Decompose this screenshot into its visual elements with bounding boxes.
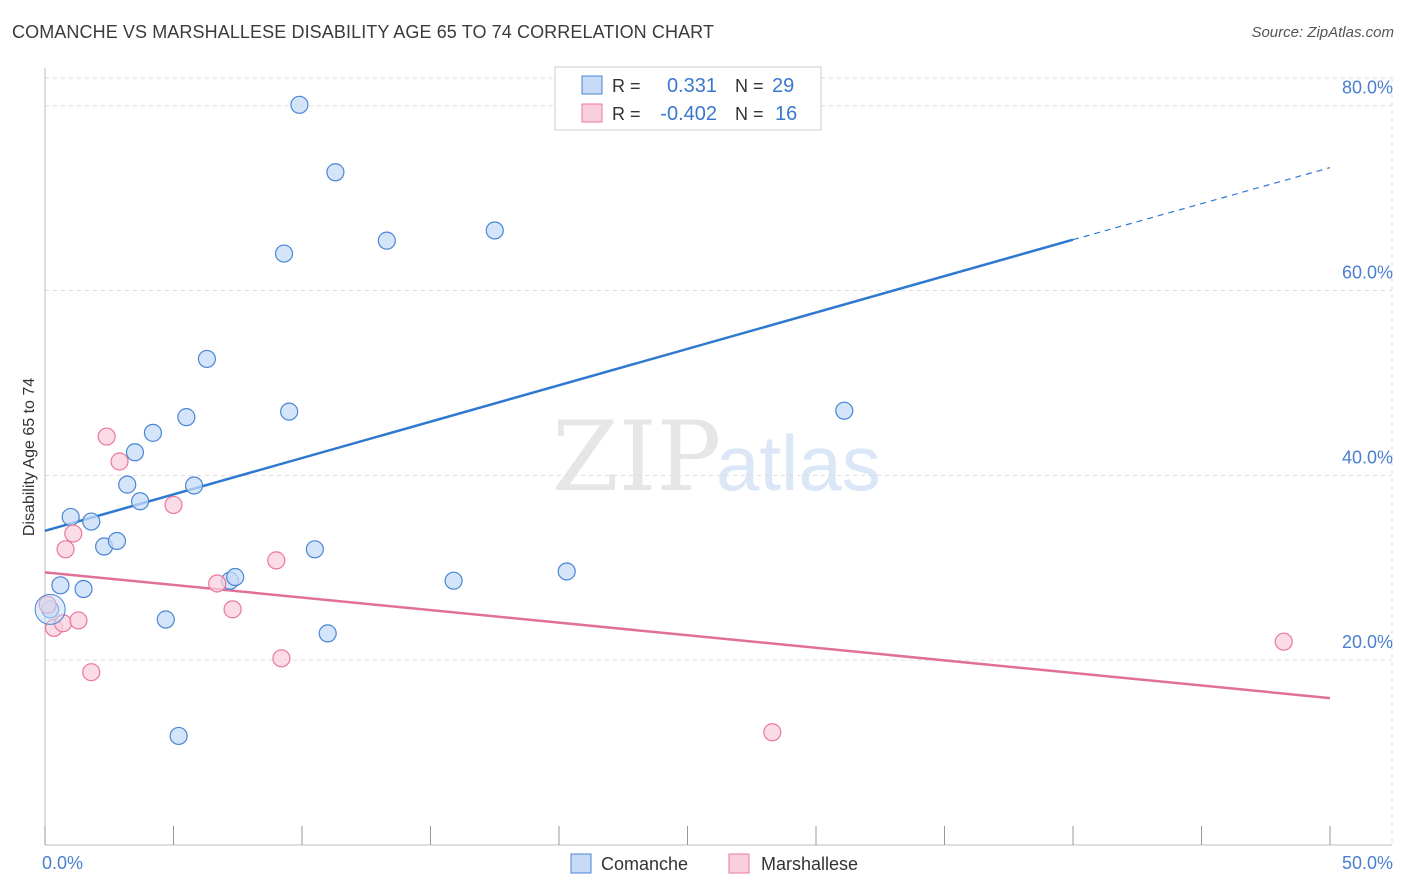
x-tick-label: 50.0% [1342, 853, 1393, 873]
bottom-legend-swatch-marshallese [728, 853, 750, 874]
comanche-point [177, 408, 196, 427]
data-points [34, 95, 1293, 746]
legend-r-label-2: R = [612, 104, 641, 124]
comanche-point [557, 562, 576, 581]
comanche-point [143, 423, 163, 442]
trend-lines [44, 167, 1331, 700]
comanche-cluster-point [34, 593, 66, 625]
y-tick-label: 20.0% [1342, 632, 1393, 652]
marshallese-point [1274, 632, 1293, 651]
comanche-point [326, 163, 345, 182]
comanche-point [130, 492, 150, 511]
comanche-point [107, 531, 127, 551]
watermark-atlas: atlas [716, 419, 881, 507]
y-tick-label: 60.0% [1342, 263, 1393, 283]
legend-n-label-2: N = [735, 104, 764, 124]
marshallese-point [64, 524, 83, 543]
y-axis-label: Disability Age 65 to 74 [21, 378, 38, 536]
legend: R = 0.331 N = 29 R = -0.402 N = 16 [554, 66, 822, 131]
marshallese-point [110, 452, 129, 471]
bottom-legend: Comanche Marshallese [570, 853, 858, 874]
bottom-legend-label-marshallese: Marshallese [761, 854, 858, 874]
marshallese-point [267, 551, 286, 570]
comanche-point [444, 571, 463, 590]
marshallese-point [56, 540, 75, 559]
y-tick-label: 40.0% [1342, 447, 1393, 467]
comanche-point [74, 579, 93, 599]
comanche-point [82, 512, 101, 531]
comanche-trend-line [44, 238, 1074, 533]
legend-r-value-2: -0.402 [660, 103, 717, 125]
legend-r-label-1: R = [612, 76, 641, 96]
axes [44, 68, 1392, 846]
comanche-point [305, 540, 324, 559]
comanche-point [280, 402, 299, 421]
comanche-point [118, 475, 137, 494]
legend-swatch-comanche [581, 75, 603, 95]
legend-n-label-1: N = [735, 76, 764, 96]
marshallese-point [97, 427, 116, 446]
comanche-point [318, 624, 337, 643]
watermark-zip: ZIP [552, 401, 721, 513]
comanche-point [197, 349, 217, 369]
comanche-trend-extension [1072, 167, 1331, 241]
marshallese-point [272, 649, 291, 668]
comanche-point [61, 507, 80, 527]
legend-n-value-1: 29 [772, 75, 794, 97]
comanche-point [125, 443, 145, 462]
marshallese-trend-line [44, 571, 1331, 700]
comanche-point [184, 476, 204, 495]
comanche-point [156, 610, 175, 629]
x-tick-label: 0.0% [42, 853, 83, 873]
marshallese-point [208, 574, 227, 593]
marshallese-point [82, 663, 101, 682]
comanche-point [377, 231, 396, 250]
chart-title: COMANCHE VS MARSHALLESE DISABILITY AGE 6… [12, 22, 715, 42]
marshallese-point [223, 600, 242, 619]
marshallese-point [164, 495, 183, 515]
comanche-point [169, 726, 188, 746]
legend-n-value-2: 16 [775, 103, 797, 125]
comanche-point [51, 576, 70, 595]
source-label: Source: ZipAtlas.com [1251, 24, 1394, 41]
comanche-point [274, 244, 294, 263]
comanche-point [835, 401, 854, 420]
comanche-point [290, 95, 309, 114]
y-tick-label: 80.0% [1342, 78, 1393, 98]
tick-labels: 20.0% 40.0% 60.0% 80.0% 0.0% 50.0% [42, 78, 1393, 873]
legend-swatch-marshallese [581, 103, 603, 123]
comanche-point [485, 221, 504, 240]
bottom-legend-swatch-comanche [570, 853, 592, 874]
legend-r-value-1: 0.331 [667, 75, 717, 97]
comanche-point [226, 567, 245, 587]
marshallese-point [763, 723, 782, 742]
marshallese-point [69, 611, 88, 630]
bottom-legend-label-comanche: Comanche [601, 854, 688, 874]
